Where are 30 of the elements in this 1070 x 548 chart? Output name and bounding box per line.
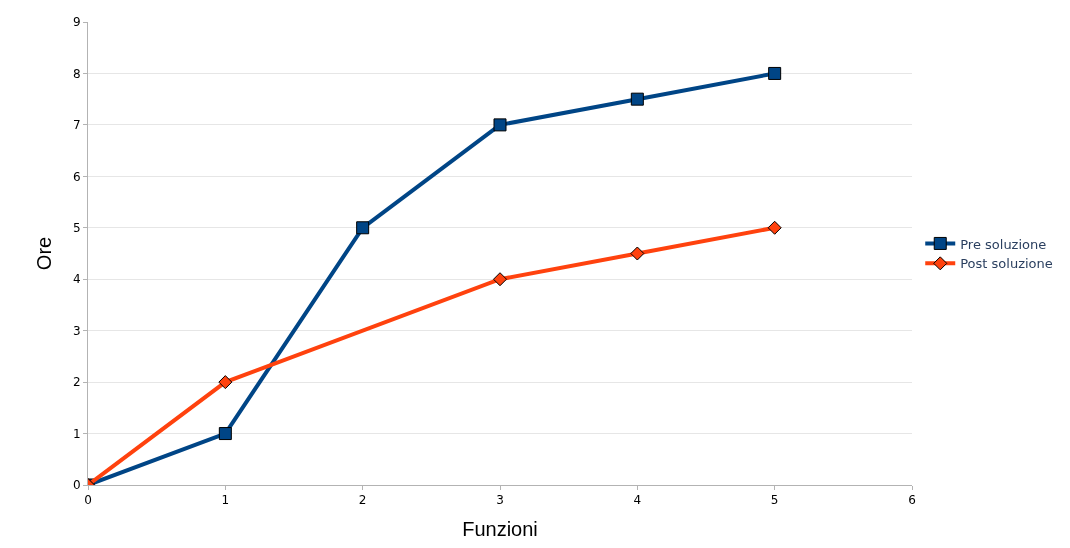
x-tick-label: 1 [221,493,230,508]
point [356,221,370,235]
y-tick-label: 6 [72,169,81,184]
x-axis-title: Funzioni [462,517,538,540]
x-tick-label: 2 [358,493,367,508]
y-tick-label: 5 [72,220,81,235]
y-tick-label: 4 [72,272,81,287]
point [768,66,782,80]
y-tick-label: 9 [72,15,81,30]
legend-label: Post soluzione [960,256,1053,272]
point [630,246,645,261]
x-tick-label: 0 [84,493,92,508]
point [218,375,233,390]
legend-label: Pre soluzione [960,236,1047,252]
y-tick-label: 1 [72,426,81,441]
y-tick-label: 2 [72,375,81,390]
point [493,118,507,132]
point [630,92,644,106]
y-tick-label: 8 [72,66,81,81]
x-tick-label: 3 [496,493,504,508]
x-tick-label: 5 [770,493,779,508]
point [767,220,782,235]
x-tick-label: 6 [908,493,916,508]
point [218,427,232,441]
point [493,272,507,287]
y-axis-title: Ore [33,236,56,271]
y-tick-label: 3 [72,323,81,338]
y-tick-label: 0 [72,478,81,493]
x-tick-label: 4 [633,493,642,508]
y-tick-label: 7 [72,118,81,133]
